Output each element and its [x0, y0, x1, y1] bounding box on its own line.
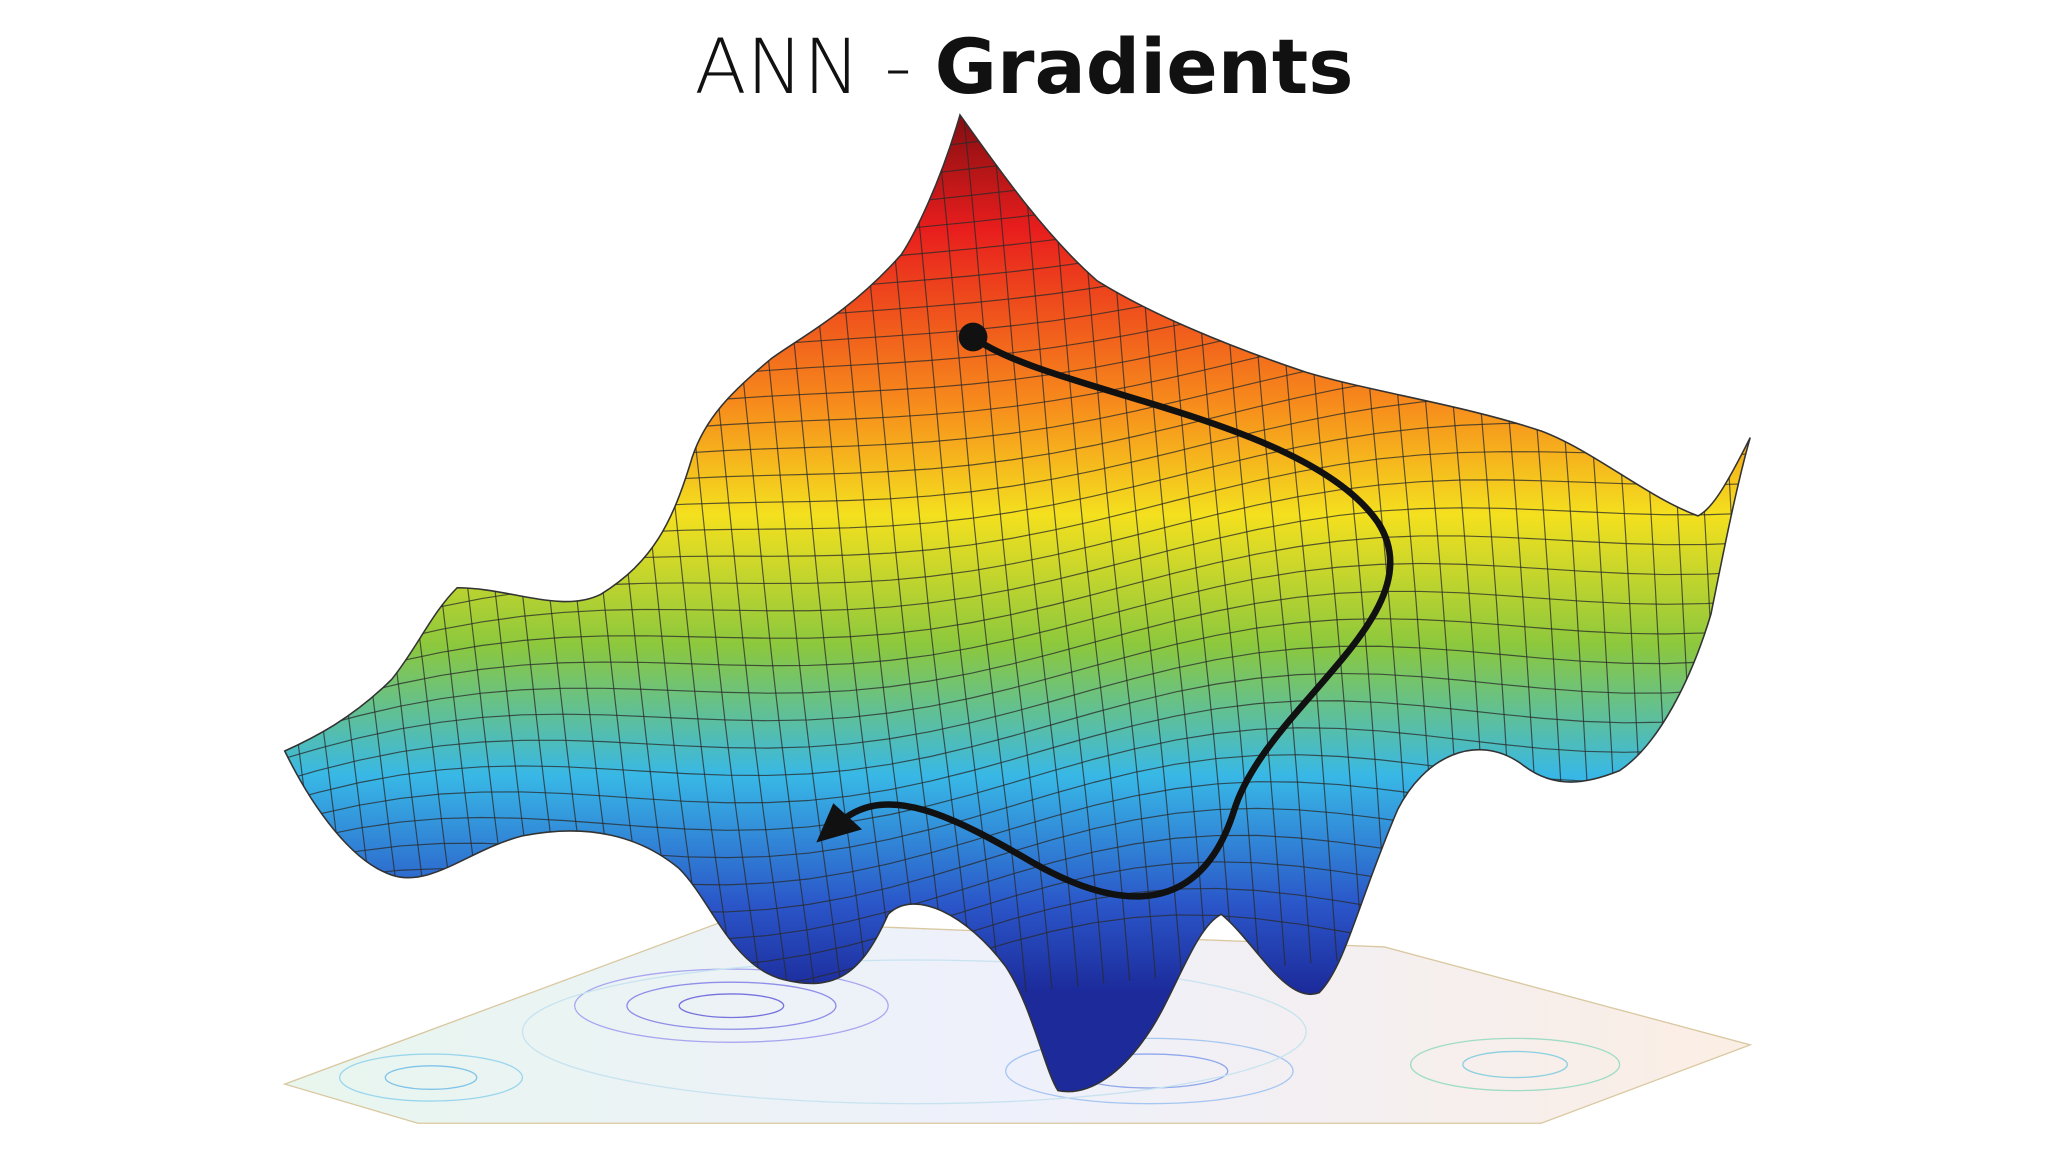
mesh-line: [1385, 114, 1467, 948]
mesh-line: [997, 114, 1105, 984]
mesh-line: [284, 114, 1751, 154]
mesh-line: [284, 561, 1751, 742]
mesh-line: [472, 114, 613, 1069]
mesh-line: [284, 114, 354, 1092]
mesh-line: [284, 114, 1751, 130]
mesh-line: [859, 114, 975, 1000]
mesh-line: [1053, 114, 1157, 979]
mesh-line: [284, 114, 406, 1092]
mesh-line: [1025, 114, 1131, 981]
mesh-line: [887, 114, 1001, 996]
mesh-line: [1606, 114, 1675, 918]
mesh-line: [1689, 114, 1751, 903]
mesh-line: [1773, 0, 1829, 886]
mesh-line: [970, 114, 1079, 987]
loss-surface: [283, 113, 1751, 1093]
mesh-line: [1136, 114, 1234, 971]
mesh-line: [1801, 0, 1855, 881]
mesh-line: [284, 114, 1751, 203]
mesh-line: [942, 114, 1053, 990]
mesh-line: [1357, 114, 1442, 950]
mesh-line: [305, 114, 457, 1092]
mesh-line: [1829, 0, 1881, 875]
mesh-line: [1744, 114, 1751, 892]
mesh-line: [1163, 114, 1260, 969]
mesh-line: [284, 533, 1751, 720]
mesh-line: [361, 114, 509, 1092]
mesh-line: [416, 114, 561, 1081]
mesh-line: [284, 476, 1751, 674]
mesh-line: [196, 0, 1829, 104]
mesh-line: [284, 114, 431, 1092]
mesh-line: [1634, 114, 1701, 913]
arrow-head: [816, 803, 863, 843]
mesh-line: [1080, 114, 1183, 976]
mesh-line: [284, 750, 1751, 895]
mesh-line: [284, 114, 1751, 179]
mesh-line: [1329, 114, 1416, 953]
mesh-line: [1302, 114, 1390, 956]
mesh-line: [284, 617, 1751, 787]
mesh-line: [284, 504, 1751, 697]
mesh-line: [284, 589, 1751, 765]
contour-plane: [282, 920, 1753, 1124]
descent-curve: [840, 334, 1394, 900]
mesh-line: [1246, 114, 1338, 961]
mesh-line: [284, 671, 1751, 831]
mesh-line: [914, 114, 1027, 993]
mesh-line: [1661, 114, 1726, 908]
mesh-line: [1274, 114, 1364, 959]
title-prefix: ANN -: [694, 22, 912, 111]
mesh-line: [527, 114, 665, 1057]
descent-path: [816, 322, 1394, 900]
mesh-line: [1108, 114, 1208, 974]
mesh-line: [284, 114, 380, 1092]
title-bold: Gradients: [934, 22, 1354, 111]
mesh-line: [1191, 114, 1286, 966]
mesh-line: [333, 114, 483, 1092]
mesh-line: [444, 114, 587, 1075]
mesh-line: [284, 644, 1751, 809]
mesh-line: [389, 114, 535, 1087]
mesh-line: [499, 114, 639, 1063]
slide-title: ANN - Gradients: [0, 22, 2048, 111]
